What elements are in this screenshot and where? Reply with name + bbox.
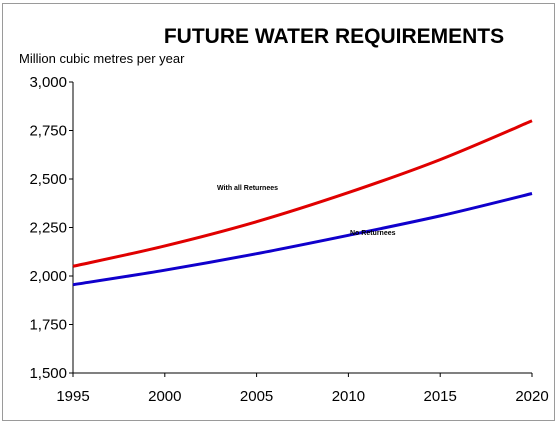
annotation-no-returnees: No Returnees [350, 230, 396, 237]
y-ticks: 3,000 2,750 2,500 2,250 2,000 1,750 1,500 [29, 74, 73, 382]
axes [72, 82, 532, 374]
y-tick-label: 2,750 [29, 123, 67, 140]
chart-title: FUTURE WATER REQUIREMENTS [164, 25, 504, 48]
series-line-with-all-returnees [72, 119, 533, 268]
x-tick-label: 2005 [240, 388, 273, 405]
x-tick-label: 1995 [56, 388, 89, 405]
y-tick-label: 1,500 [29, 365, 67, 382]
y-tick-label: 2,250 [29, 220, 67, 237]
x-ticks: 1995 2000 2005 2010 2015 2020 [56, 373, 549, 405]
series-group [72, 119, 533, 287]
y-tick-label: 2,000 [29, 268, 67, 285]
series-line-no-returnees [72, 192, 533, 287]
y-tick-label: 2,500 [29, 171, 67, 188]
annotation-with-all-returnees: With all Returnees [217, 185, 278, 192]
y-tick-label: 1,750 [29, 317, 67, 334]
y-axis-label: Million cubic metres per year [19, 51, 185, 66]
x-tick-label: 2010 [332, 388, 365, 405]
y-tick-label: 3,000 [29, 74, 67, 91]
x-tick-label: 2015 [424, 388, 457, 405]
x-tick-label: 2000 [148, 388, 181, 405]
x-tick-label: 2020 [515, 388, 548, 405]
